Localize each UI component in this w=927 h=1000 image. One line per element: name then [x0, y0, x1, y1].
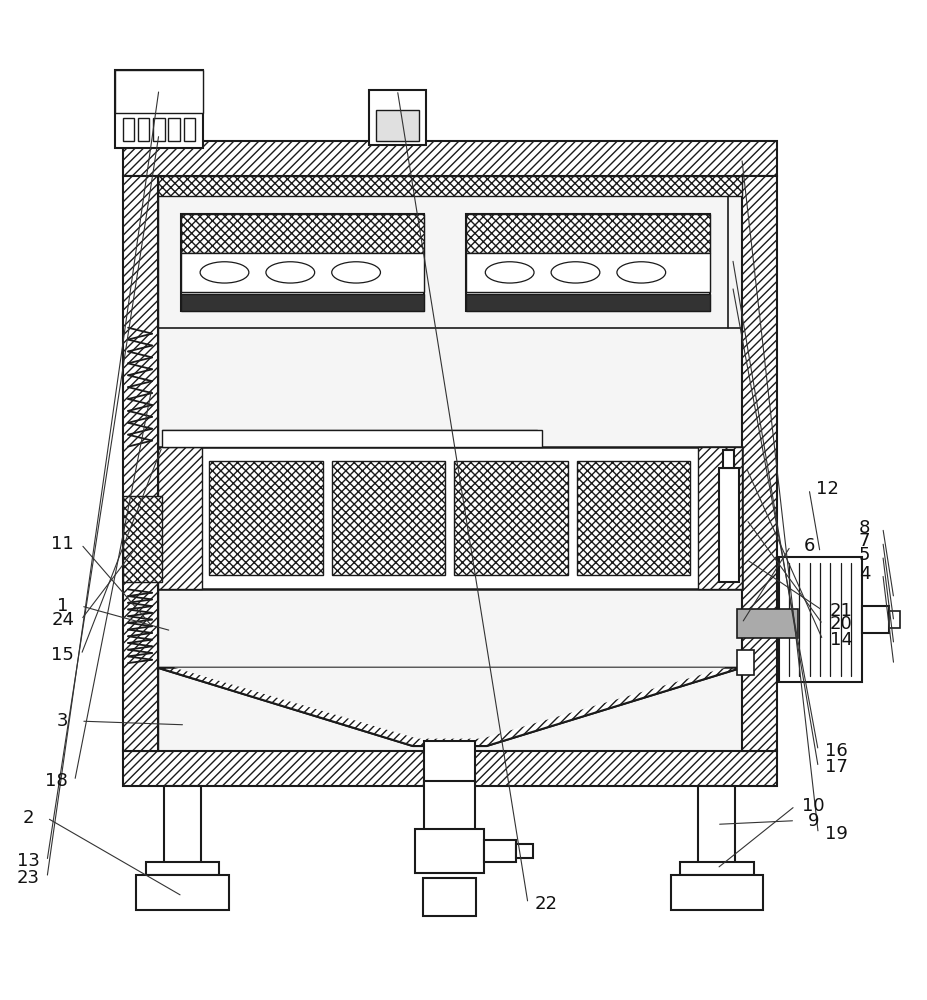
- Bar: [184, 118, 196, 141]
- Bar: [465, 214, 709, 253]
- Ellipse shape: [552, 262, 600, 283]
- Text: 3: 3: [57, 712, 69, 730]
- Bar: [779, 557, 861, 682]
- Bar: [181, 294, 425, 311]
- Bar: [376, 110, 418, 141]
- Bar: [465, 253, 709, 292]
- Ellipse shape: [266, 262, 314, 283]
- Bar: [680, 862, 754, 875]
- Bar: [115, 70, 203, 148]
- Text: 1: 1: [57, 597, 69, 615]
- Bar: [861, 606, 889, 633]
- Ellipse shape: [486, 262, 534, 283]
- Text: 23: 23: [17, 869, 40, 887]
- Text: 15: 15: [51, 646, 74, 664]
- Text: 6: 6: [804, 537, 815, 555]
- Text: 13: 13: [17, 852, 40, 870]
- Ellipse shape: [200, 262, 248, 283]
- Ellipse shape: [616, 262, 666, 283]
- Bar: [181, 253, 425, 292]
- Bar: [181, 214, 425, 253]
- Text: 20: 20: [830, 615, 853, 633]
- Bar: [122, 176, 158, 751]
- Text: 8: 8: [858, 519, 870, 537]
- Text: 9: 9: [808, 812, 819, 830]
- Bar: [577, 461, 691, 575]
- Text: 4: 4: [858, 565, 870, 583]
- Text: 16: 16: [825, 742, 848, 760]
- Bar: [425, 781, 475, 864]
- Text: 5: 5: [858, 546, 870, 564]
- Bar: [138, 118, 149, 141]
- Text: 14: 14: [830, 631, 853, 649]
- Bar: [181, 214, 425, 311]
- Bar: [454, 461, 567, 575]
- Text: 2: 2: [23, 809, 34, 827]
- Text: 12: 12: [816, 480, 839, 498]
- Bar: [122, 751, 777, 786]
- Bar: [718, 468, 739, 582]
- Bar: [158, 447, 202, 589]
- Text: 24: 24: [51, 611, 74, 629]
- Bar: [742, 176, 777, 751]
- Bar: [889, 611, 900, 628]
- Bar: [162, 430, 542, 447]
- Text: 7: 7: [858, 532, 870, 550]
- Text: 11: 11: [51, 535, 74, 553]
- Bar: [369, 90, 425, 145]
- Bar: [332, 461, 445, 575]
- Bar: [465, 214, 709, 311]
- Text: 19: 19: [825, 825, 848, 843]
- Bar: [484, 840, 516, 862]
- Bar: [146, 862, 220, 875]
- Bar: [425, 741, 475, 786]
- Bar: [122, 118, 134, 141]
- Bar: [115, 70, 203, 113]
- Bar: [136, 875, 229, 910]
- Bar: [169, 118, 180, 141]
- Bar: [210, 461, 323, 575]
- Bar: [415, 829, 484, 873]
- Bar: [164, 786, 201, 864]
- Text: 18: 18: [44, 772, 68, 790]
- Text: 17: 17: [825, 758, 848, 776]
- Bar: [158, 447, 742, 589]
- Bar: [122, 141, 777, 176]
- Bar: [122, 496, 162, 582]
- Bar: [158, 176, 742, 751]
- Polygon shape: [174, 668, 725, 739]
- Bar: [697, 447, 742, 589]
- Bar: [723, 450, 734, 468]
- Bar: [698, 786, 735, 864]
- Text: 22: 22: [535, 895, 558, 913]
- Bar: [158, 176, 742, 196]
- Bar: [465, 294, 709, 311]
- Bar: [737, 609, 798, 638]
- Bar: [153, 118, 165, 141]
- Text: 21: 21: [830, 602, 853, 620]
- Bar: [423, 878, 476, 916]
- Bar: [671, 875, 763, 910]
- Bar: [516, 844, 533, 858]
- Ellipse shape: [332, 262, 380, 283]
- Text: 10: 10: [803, 797, 825, 815]
- Bar: [737, 650, 754, 675]
- Polygon shape: [158, 668, 742, 746]
